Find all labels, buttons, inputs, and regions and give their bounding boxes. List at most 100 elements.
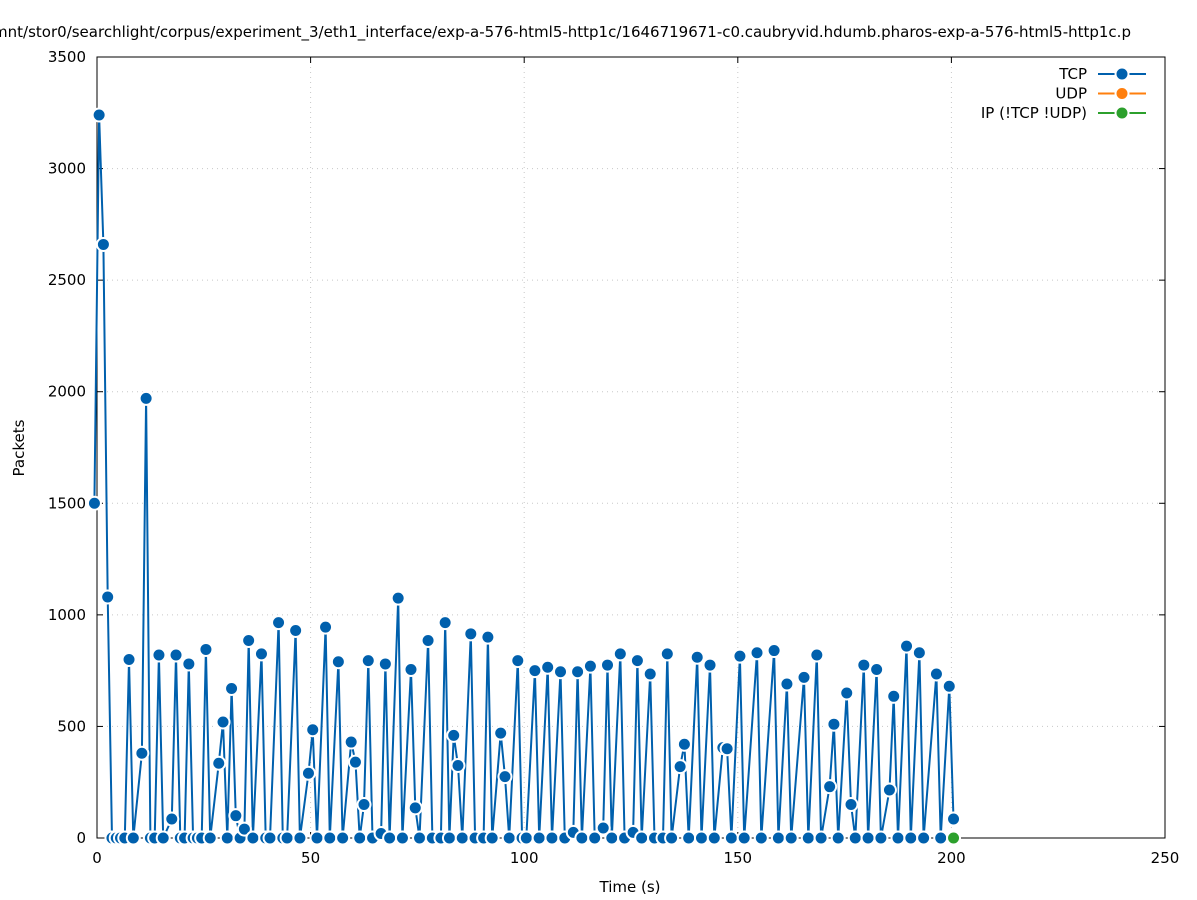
data-point-tcp [941, 678, 957, 694]
data-point-tcp [873, 830, 889, 846]
series-layer [86, 107, 962, 846]
data-point-tcp [629, 653, 645, 669]
data-point-tcp [245, 830, 261, 846]
chart-title: /mnt/stor0/searchlight/corpus/experiment… [0, 23, 1131, 42]
data-point-tcp [382, 830, 398, 846]
data-point-tcp [600, 657, 616, 673]
y-tick-label: 3000 [48, 160, 86, 178]
data-point-tcp [847, 830, 863, 846]
data-point-tcp [95, 236, 111, 252]
y-tick-label: 1000 [48, 606, 86, 624]
data-point-tcp [582, 658, 598, 674]
data-point-tcp [211, 755, 227, 771]
data-point-tcp [946, 811, 962, 827]
data-point-tcp [454, 830, 470, 846]
data-point-tcp [377, 656, 393, 672]
data-point-tcp [407, 800, 423, 816]
data-point-tcp [420, 633, 436, 649]
data-point-tcp [164, 811, 180, 827]
data-point-tcp [335, 830, 351, 846]
data-point-tcp [531, 830, 547, 846]
x-tick-label: 50 [301, 849, 320, 867]
data-point-tcp [681, 830, 697, 846]
y-tick-label: 2500 [48, 271, 86, 289]
data-point-tcp [318, 619, 334, 635]
data-point-tcp [356, 797, 372, 813]
x-tick-label: 0 [92, 849, 102, 867]
data-point-tcp [292, 830, 308, 846]
data-point-tcp [830, 830, 846, 846]
x-tick-label: 150 [723, 849, 752, 867]
data-point-tcp [634, 830, 650, 846]
data-point-tcp [753, 830, 769, 846]
data-point-tcp [121, 651, 137, 667]
data-point-tcp [91, 107, 107, 123]
data-point-tcp [497, 769, 513, 785]
series-line-tcp [93, 114, 955, 839]
data-point-tcp [288, 622, 304, 638]
legend-marker-udp [1114, 86, 1130, 101]
data-point-tcp [446, 727, 462, 743]
data-point-tcp [168, 647, 184, 663]
data-point-tcp [587, 830, 603, 846]
data-point-tcp [570, 664, 586, 680]
data-point-tcp [869, 662, 885, 678]
data-point-tcp [181, 656, 197, 672]
data-point-tcp [540, 659, 556, 675]
data-point-tcp [309, 830, 325, 846]
data-point-tcp [360, 653, 376, 669]
legend-item-ip-tcp-udp: IP (!TCP !UDP) [981, 104, 1146, 122]
data-point-tcp [484, 830, 500, 846]
legend-item-tcp: TCP [1058, 65, 1146, 83]
data-point-tcp [480, 629, 496, 645]
data-point-tcp [138, 390, 154, 406]
grid [97, 57, 1165, 838]
data-point-tcp [933, 830, 949, 846]
data-point-tcp [100, 589, 116, 605]
data-point-tcp [236, 821, 252, 837]
data-point-tcp [437, 615, 453, 631]
data-point-tcp [899, 638, 915, 654]
data-point-tcp [441, 830, 457, 846]
series-ip-tcp-udp [946, 830, 962, 846]
data-point-tcp [796, 669, 812, 685]
y-axis-title: Packets [10, 419, 28, 476]
x-tick-label: 200 [937, 849, 966, 867]
data-point-tcp [659, 646, 675, 662]
data-point-tcp [719, 741, 735, 757]
data-point-tcp [219, 830, 235, 846]
data-point-tcp [770, 830, 786, 846]
data-point-tcp [403, 662, 419, 678]
data-point-tcp [886, 688, 902, 704]
data-point-tcp [732, 648, 748, 664]
data-point-tcp [779, 676, 795, 692]
data-point-tcp [903, 830, 919, 846]
data-point-tcp [890, 830, 906, 846]
data-point-tcp [527, 663, 543, 679]
data-point-tcp [672, 759, 688, 775]
legend-marker-tcp [1114, 66, 1130, 82]
data-point-tcp [198, 641, 214, 657]
data-point-tcp [300, 765, 316, 781]
data-point-tcp [518, 830, 534, 846]
data-point-tcp [343, 734, 359, 750]
legend-label-ip-tcp-udp: IP (!TCP !UDP) [981, 104, 1087, 122]
data-point-tcp [253, 646, 269, 662]
data-point-tcp [501, 830, 517, 846]
data-point-tcp [125, 830, 141, 846]
data-point-tcp [702, 657, 718, 673]
x-tick-label: 100 [510, 849, 539, 867]
data-point-tcp [766, 643, 782, 659]
data-point-tcp [822, 779, 838, 795]
data-point-tcp [322, 830, 338, 846]
data-point-tcp [134, 745, 150, 761]
data-point-tcp [693, 830, 709, 846]
data-point-tcp [228, 808, 244, 824]
data-point-tcp [749, 645, 765, 661]
x-tick-labels: 0 50 100 150 200 250 [92, 849, 1179, 867]
data-point-ip-tcp-udp [946, 830, 962, 846]
legend-label-tcp: TCP [1058, 65, 1087, 83]
data-point-tcp [928, 666, 944, 682]
data-point-tcp [151, 647, 167, 663]
